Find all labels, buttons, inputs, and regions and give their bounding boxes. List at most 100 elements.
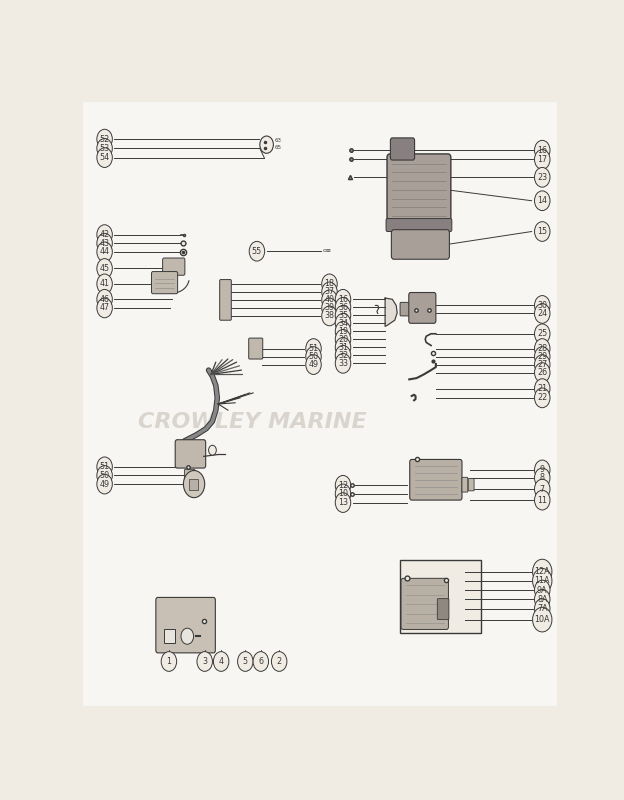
Circle shape bbox=[335, 298, 351, 317]
Text: 28: 28 bbox=[537, 344, 547, 353]
FancyBboxPatch shape bbox=[175, 440, 206, 468]
Text: 5: 5 bbox=[243, 657, 248, 666]
Circle shape bbox=[535, 150, 550, 170]
FancyBboxPatch shape bbox=[468, 478, 474, 491]
Circle shape bbox=[97, 234, 112, 253]
Circle shape bbox=[335, 484, 351, 504]
Circle shape bbox=[97, 242, 112, 262]
Circle shape bbox=[535, 140, 550, 160]
Text: 20: 20 bbox=[338, 335, 348, 344]
Text: 11A: 11A bbox=[535, 576, 550, 586]
FancyBboxPatch shape bbox=[249, 338, 263, 359]
Circle shape bbox=[238, 652, 253, 671]
Text: 10: 10 bbox=[338, 490, 348, 498]
Circle shape bbox=[535, 378, 550, 398]
Circle shape bbox=[322, 274, 337, 294]
Text: 18: 18 bbox=[324, 279, 334, 288]
Text: 23: 23 bbox=[537, 173, 547, 182]
Circle shape bbox=[197, 652, 212, 671]
Circle shape bbox=[322, 306, 337, 326]
Circle shape bbox=[535, 590, 550, 609]
Circle shape bbox=[535, 303, 550, 323]
Circle shape bbox=[535, 222, 550, 242]
Text: 16: 16 bbox=[338, 294, 348, 304]
Text: 31: 31 bbox=[338, 343, 348, 352]
Text: 12: 12 bbox=[338, 481, 348, 490]
Text: 45: 45 bbox=[100, 264, 110, 273]
Circle shape bbox=[535, 295, 550, 315]
Text: 65: 65 bbox=[275, 146, 282, 150]
Circle shape bbox=[533, 607, 552, 632]
Circle shape bbox=[335, 475, 351, 495]
Text: 8A: 8A bbox=[537, 594, 547, 604]
Text: 52: 52 bbox=[99, 134, 110, 144]
Circle shape bbox=[535, 346, 550, 366]
Circle shape bbox=[97, 298, 112, 318]
Circle shape bbox=[208, 446, 217, 455]
Circle shape bbox=[535, 354, 550, 374]
Circle shape bbox=[535, 468, 550, 488]
Circle shape bbox=[97, 457, 112, 477]
Circle shape bbox=[535, 479, 550, 499]
Text: 43: 43 bbox=[100, 238, 110, 248]
Circle shape bbox=[97, 225, 112, 245]
Circle shape bbox=[335, 290, 351, 309]
FancyBboxPatch shape bbox=[185, 470, 195, 482]
Text: 42: 42 bbox=[100, 230, 110, 239]
Text: 26: 26 bbox=[537, 368, 547, 377]
Circle shape bbox=[322, 290, 337, 310]
Circle shape bbox=[535, 362, 550, 382]
FancyBboxPatch shape bbox=[400, 302, 412, 316]
Text: 50: 50 bbox=[308, 352, 319, 361]
FancyBboxPatch shape bbox=[387, 154, 451, 226]
Bar bbox=[163, 630, 175, 643]
Text: 46: 46 bbox=[100, 294, 110, 304]
Bar bbox=[399, 561, 481, 633]
Text: 17: 17 bbox=[537, 155, 547, 164]
Text: 9: 9 bbox=[540, 466, 545, 474]
Circle shape bbox=[97, 274, 112, 294]
Text: 27: 27 bbox=[537, 360, 547, 369]
Polygon shape bbox=[385, 298, 397, 326]
Circle shape bbox=[535, 490, 550, 510]
Text: 40: 40 bbox=[324, 295, 334, 304]
Text: 34: 34 bbox=[338, 319, 348, 328]
Text: 55: 55 bbox=[252, 246, 262, 256]
FancyBboxPatch shape bbox=[152, 271, 178, 294]
FancyBboxPatch shape bbox=[462, 478, 468, 492]
Text: 12A: 12A bbox=[534, 567, 550, 576]
Circle shape bbox=[253, 652, 268, 671]
Circle shape bbox=[535, 191, 550, 210]
Circle shape bbox=[335, 346, 351, 365]
Circle shape bbox=[335, 314, 351, 333]
Text: 37: 37 bbox=[324, 287, 334, 296]
Text: 38: 38 bbox=[324, 311, 334, 321]
Text: 6: 6 bbox=[258, 657, 263, 666]
FancyBboxPatch shape bbox=[437, 598, 449, 619]
Circle shape bbox=[271, 652, 287, 671]
Text: 44: 44 bbox=[100, 247, 110, 256]
Text: 51: 51 bbox=[308, 344, 319, 353]
FancyBboxPatch shape bbox=[391, 138, 414, 160]
Ellipse shape bbox=[260, 136, 273, 154]
Text: 47: 47 bbox=[100, 303, 110, 313]
Circle shape bbox=[535, 338, 550, 358]
Text: 15: 15 bbox=[537, 227, 547, 236]
Text: 30: 30 bbox=[537, 301, 547, 310]
Circle shape bbox=[533, 569, 552, 593]
FancyBboxPatch shape bbox=[391, 230, 449, 259]
Circle shape bbox=[306, 338, 321, 358]
Text: 7A: 7A bbox=[537, 604, 548, 613]
Text: CROWLEY MARINE: CROWLEY MARINE bbox=[138, 413, 366, 433]
Circle shape bbox=[335, 330, 351, 349]
Circle shape bbox=[97, 474, 112, 494]
Circle shape bbox=[322, 282, 337, 302]
Text: 13: 13 bbox=[338, 498, 348, 507]
Text: 39: 39 bbox=[324, 303, 334, 313]
Text: 32: 32 bbox=[338, 351, 348, 360]
Circle shape bbox=[97, 148, 112, 167]
FancyBboxPatch shape bbox=[163, 258, 185, 275]
Circle shape bbox=[183, 470, 205, 498]
Bar bbox=[189, 478, 198, 490]
Text: 19: 19 bbox=[338, 327, 348, 336]
